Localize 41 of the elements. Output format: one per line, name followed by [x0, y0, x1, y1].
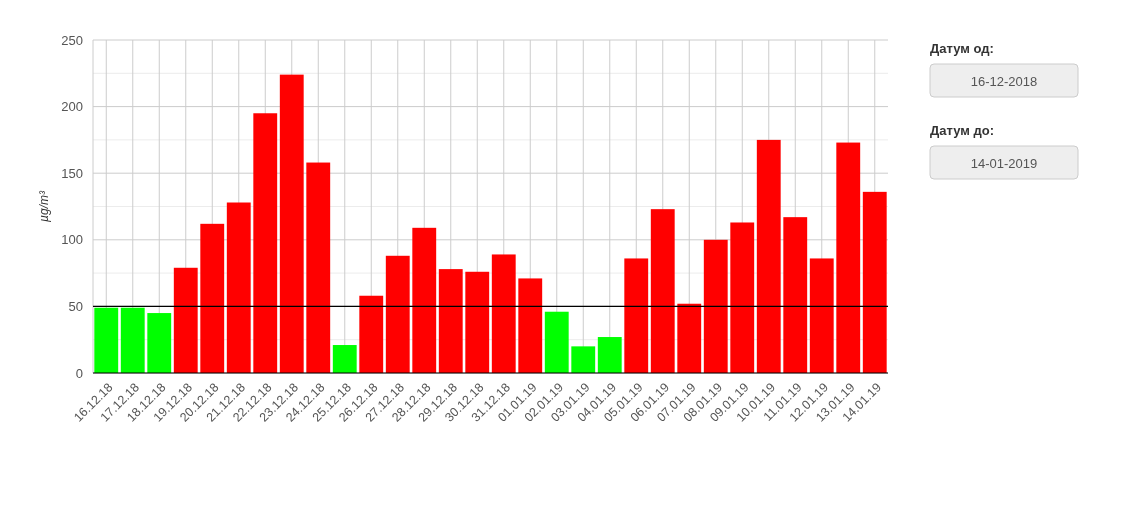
y-tick-label: 100 — [61, 232, 83, 248]
bar — [491, 254, 516, 373]
bar — [332, 345, 357, 373]
y-tick-label: 0 — [75, 365, 83, 381]
bar — [226, 202, 251, 373]
bar — [412, 227, 437, 373]
bar — [518, 278, 543, 373]
bar — [253, 113, 278, 373]
y-tick-label: 200 — [61, 99, 83, 115]
bar — [677, 303, 702, 373]
bar — [359, 295, 384, 373]
bar — [147, 313, 172, 373]
y-tick-label: 150 — [61, 165, 83, 181]
y-tick-label: 50 — [68, 298, 83, 314]
bar — [94, 307, 119, 373]
bar — [200, 223, 225, 373]
bar — [862, 191, 887, 373]
text: Датум до: — [930, 123, 994, 138]
bar — [624, 258, 649, 373]
bar — [703, 239, 728, 373]
y-axis-title: µg/m³ — [37, 190, 51, 222]
text: Датум од: — [930, 41, 994, 56]
bar — [597, 337, 622, 373]
bar — [279, 74, 304, 373]
date-field: 16-12-2018 — [929, 63, 1079, 98]
bar — [385, 255, 410, 373]
bar — [173, 267, 198, 373]
date-field: 14-01-2019 — [929, 145, 1079, 180]
bar — [306, 162, 331, 373]
bar — [730, 222, 755, 373]
bar — [756, 139, 781, 373]
bar — [544, 311, 569, 373]
bar — [571, 346, 596, 373]
bar — [438, 269, 463, 373]
bar — [783, 217, 808, 373]
y-tick-label: 250 — [61, 32, 83, 48]
bar — [836, 142, 861, 373]
bar — [465, 271, 490, 373]
bar — [650, 209, 675, 373]
bar — [809, 258, 834, 373]
bar — [120, 307, 145, 373]
